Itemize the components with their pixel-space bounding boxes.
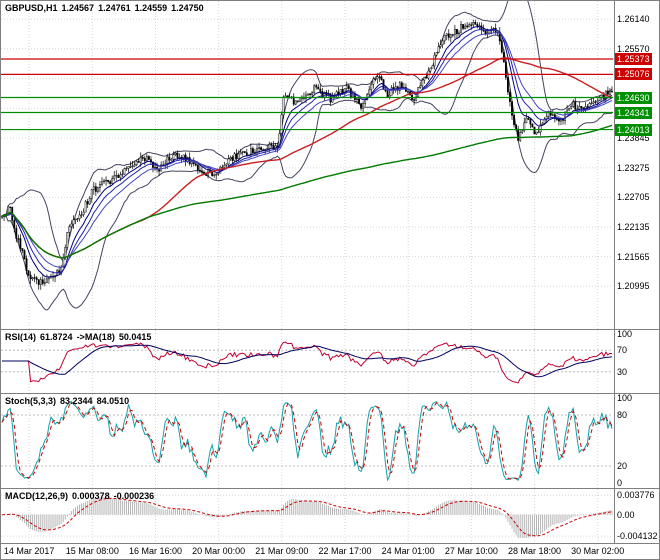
ohlc-low-value: 1.24559	[134, 3, 168, 13]
price-chart-panel: GBPUSD,H1 1.24567 1.24761 1.24559 1.24750 1.…	[1, 1, 659, 330]
time-axis-label: 21 Mar 09:00	[255, 546, 309, 556]
macd-chart-surface[interactable]	[1, 489, 614, 543]
symbol-timeframe-label: GBPUSD,H1	[5, 3, 58, 13]
price-axis-label: 1.25570	[617, 43, 650, 54]
support-price-badge: 1.24341	[615, 106, 652, 119]
price-axis-label: 1.21565	[617, 251, 650, 262]
price-axis-label: 1.23845	[617, 133, 650, 144]
rsi-name-label: RSI(14)	[5, 332, 37, 342]
time-axis-label: 28 Mar 18:00	[507, 546, 562, 556]
price-axis-label: 1.20995	[617, 281, 650, 292]
price-axis-label: 1.26140	[617, 14, 650, 25]
rsi-value: 61.8724	[40, 332, 73, 342]
resistance-price-badge: 1.25373	[615, 52, 652, 65]
ohlc-high-value: 1.24761	[98, 3, 131, 13]
rsi-ma-value: 50.0415	[118, 332, 152, 342]
time-axis-label: 14 Mar 2017	[3, 546, 55, 556]
price-axis-label: 1.23275	[617, 162, 650, 173]
ohlc-close-value: 1.24750	[171, 3, 204, 13]
macd-scale-label: 0.003776	[617, 490, 655, 501]
rsi-chart-surface[interactable]	[1, 330, 614, 393]
time-axis-label: 24 Mar 01:00	[381, 546, 435, 556]
rsi-scale-label: 70	[617, 345, 628, 356]
macd-panel: MACD(12,26,9) 0.000378 -0.000236 0.003776 0…	[1, 489, 659, 544]
macd-title: MACD(12,26,9) 0.000378 -0.000236	[5, 491, 158, 501]
price-axis[interactable]: 1.26140 1.25570 1.23845 1.23275 1.22705 1.221…	[614, 1, 659, 329]
stochastic-axis[interactable]: 100 80 20 0	[614, 394, 659, 488]
time-axis-label: 27 Mar 10:00	[444, 546, 498, 556]
stochastic-scale-label: 100	[617, 394, 633, 403]
stoch-value: 83.2344	[60, 396, 93, 406]
price-chart-surface[interactable]	[1, 1, 614, 329]
rsi-axis[interactable]: 100 70 30	[614, 330, 659, 393]
rsi-scale-label: 100	[617, 330, 633, 339]
rsi-panel: RSI(14) 61.8724 ->MA(18) 50.0415 100 70 30	[1, 330, 659, 394]
rsi-scale-label: 30	[617, 366, 628, 377]
stochastic-scale-label: 20	[617, 461, 628, 471]
macd-scale-label: 0.00	[617, 509, 635, 520]
stoch-name-label: Stoch(5,3,3)	[5, 396, 57, 406]
stochastic-title: Stoch(5,3,3) 83.2344 84.0510	[5, 396, 133, 406]
support-price-badge: 1.24630	[615, 91, 652, 104]
stochastic-chart-surface[interactable]	[1, 394, 614, 488]
chart-title: GBPUSD,H1 1.24567 1.24761 1.24559 1.24750	[5, 3, 208, 13]
macd-name-label: MACD(12,26,9)	[5, 491, 69, 501]
macd-value: 0.000378	[72, 491, 110, 501]
ohlc-open-value: 1.24567	[61, 3, 95, 13]
time-axis-label: 16 Mar 16:00	[128, 546, 183, 556]
price-axis-label: 1.22705	[617, 192, 650, 203]
stochastic-panel: Stoch(5,3,3) 83.2344 84.0510 100 80 20 0	[1, 394, 659, 489]
stochastic-scale-label: 80	[617, 410, 628, 420]
time-axis-label: 30 Mar 02:00	[571, 546, 625, 556]
macd-signal-value: -0.000236	[113, 491, 155, 501]
rsi-title: RSI(14) 61.8724 ->MA(18) 50.0415	[5, 332, 155, 342]
stochastic-scale-label: 0	[617, 478, 623, 488]
macd-axis[interactable]: 0.003776 0.00 -0.004132	[614, 489, 659, 543]
stoch-signal-value: 84.0510	[96, 396, 130, 406]
time-axis-label: 22 Mar 17:00	[318, 546, 372, 556]
rsi-ma-name-label: ->MA(18)	[76, 332, 115, 342]
resistance-price-badge: 1.25076	[615, 68, 652, 81]
time-axis-label: 20 Mar 00:00	[192, 546, 246, 556]
time-axis[interactable]: 14 Mar 2017 15 Mar 08:00 16 Mar 16:00 20 Ma…	[1, 544, 659, 559]
price-axis-label: 1.22135	[617, 222, 650, 233]
macd-scale-label: -0.004132	[617, 531, 658, 542]
time-axis-label: 15 Mar 08:00	[65, 546, 119, 556]
support-price-badge: 1.24013	[615, 123, 652, 136]
